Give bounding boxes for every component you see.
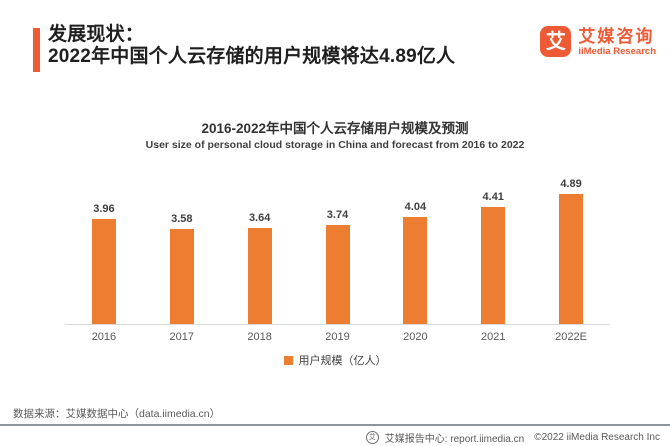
x-axis-label: 2019 <box>325 331 350 343</box>
bar-group: 3.74 <box>299 178 377 324</box>
x-axis-label: 2017 <box>169 331 195 343</box>
bar-value-label: 3.74 <box>326 208 349 221</box>
chart-title: 2016-2022年中国个人云存储用户规模及预测 <box>201 121 469 136</box>
bar-group: 3.64 <box>221 178 299 324</box>
report-center-link: 艾媒报告中心: report.iimedia.cn <box>384 434 525 445</box>
logo-text: 艾媒咨询 iiMedia Research <box>578 27 656 57</box>
bar <box>169 229 194 324</box>
page-title-line2: 2022年中国个人云存储的用户规模将达4.89亿人 <box>48 46 456 67</box>
bar <box>325 224 350 324</box>
bar-value-label: 4.89 <box>560 178 582 191</box>
chart-legend: 用户规模（亿人） <box>0 352 670 368</box>
bar-value-label: 3.96 <box>93 203 115 216</box>
logo-glyph: 艾 <box>545 30 566 53</box>
page-title: 发展现状： 2022年中国个人云存储的用户规模将达4.89亿人 <box>48 24 455 68</box>
logo-name-cn: 艾媒咨询 <box>578 27 655 46</box>
bar <box>559 194 584 324</box>
bar-group: 4.89 <box>532 178 610 324</box>
x-axis-label: 2020 <box>403 331 428 343</box>
copyright-text: ©2022 iiMedia Research Inc <box>534 432 660 443</box>
footer-divider <box>0 424 670 426</box>
bar-group: 4.04 <box>376 178 454 324</box>
footer-icon-glyph: 艾 <box>368 434 376 441</box>
footer: 艾 艾媒报告中心: report.iimedia.cn ©2022 iiMedi… <box>365 430 660 445</box>
bar-chart-plot-area: 3.96 3.58 3.64 3.74 4.04 4.41 4.89 <box>65 178 610 325</box>
bar-group: 4.41 <box>454 178 532 324</box>
page-title-line1: 发展现状： <box>48 24 145 45</box>
bar-value-label: 4.41 <box>482 191 504 204</box>
chart-subtitle: User size of personal cloud storage in C… <box>145 139 525 151</box>
title-accent-bar <box>33 28 40 72</box>
bar-group: 3.58 <box>143 178 221 324</box>
bar <box>403 216 428 324</box>
bar-group: 3.96 <box>65 178 143 324</box>
x-axis-label: 2021 <box>480 331 506 343</box>
bar-value-label: 3.58 <box>171 213 193 226</box>
bar <box>91 219 116 324</box>
x-axis-label: 2022E <box>555 331 587 343</box>
bar-value-label: 3.64 <box>248 211 271 224</box>
bar <box>247 227 272 324</box>
iimedia-logo: 艾 艾媒咨询 iiMedia Research <box>540 26 656 57</box>
bar <box>481 207 506 324</box>
x-axis-label: 2018 <box>247 331 272 343</box>
iimedia-logo-icon: 艾 <box>540 26 572 57</box>
x-axis-label: 2016 <box>91 331 117 343</box>
iimedia-footer-icon: 艾 <box>365 431 379 444</box>
x-axis: 2016 2017 2018 2019 2020 2021 2022E <box>65 331 610 343</box>
data-source-note: 数据来源：艾媒数据中心（data.iimedia.cn） <box>13 408 221 420</box>
legend-label: 用户规模（亿人） <box>298 355 387 367</box>
logo-name-en: iiMedia Research <box>578 46 656 57</box>
legend-swatch-icon <box>283 355 293 365</box>
bar-value-label: 4.04 <box>404 200 427 213</box>
